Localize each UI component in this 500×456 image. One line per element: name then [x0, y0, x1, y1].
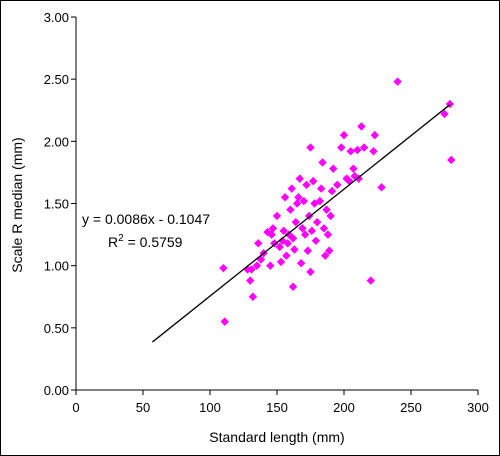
y-tick-label: 0.00 — [44, 383, 69, 398]
y-axis-title: Scale R median (mm) — [9, 137, 25, 272]
data-point — [288, 234, 298, 243]
data-point — [313, 217, 322, 227]
y-tick-label: 2.00 — [44, 134, 69, 149]
data-point — [327, 186, 337, 196]
data-point — [354, 174, 363, 183]
data-point — [308, 176, 318, 186]
data-point — [248, 292, 258, 301]
data-point — [307, 226, 317, 236]
data-point — [326, 211, 335, 221]
data-point — [247, 265, 256, 274]
data-point — [290, 245, 299, 254]
data-point — [346, 147, 355, 156]
y-tick-label: 0.50 — [44, 321, 69, 336]
data-point — [282, 251, 291, 260]
data-point — [393, 77, 402, 86]
data-point — [370, 130, 380, 140]
data-point — [266, 261, 275, 270]
data-point — [333, 180, 342, 190]
x-tick-label: 150 — [266, 400, 288, 415]
data-point — [291, 217, 300, 227]
data-point — [306, 143, 315, 152]
data-point — [366, 276, 375, 285]
data-point — [299, 196, 308, 206]
data-point — [318, 158, 327, 167]
data-point — [315, 196, 325, 206]
x-axis-ticks: 0 50 100 150 200 250 300 — [72, 390, 489, 415]
data-point — [246, 276, 255, 285]
y-tick-label: 1.50 — [44, 197, 69, 212]
data-point — [322, 205, 331, 214]
trendline-equation: y = 0.0086x - 0.1047 — [82, 211, 210, 227]
r-squared-superscript: 2 — [118, 233, 124, 244]
data-point — [357, 122, 366, 131]
data-point — [359, 143, 369, 152]
x-tick-label: 100 — [199, 400, 221, 415]
data-point — [342, 174, 351, 183]
y-axis-ticks: 0.00 0.50 1.00 1.50 2.00 2.50 3.00 — [44, 10, 76, 398]
data-point — [317, 184, 326, 193]
data-point — [353, 145, 362, 155]
y-tick-label: 1.00 — [44, 259, 69, 274]
x-tick-label: 50 — [136, 400, 150, 415]
data-point — [220, 317, 229, 326]
data-point — [310, 199, 319, 208]
data-point — [295, 174, 304, 183]
x-axis-title: Standard length (mm) — [209, 429, 344, 445]
r-squared-label: R2 = 0.5759 — [108, 233, 183, 250]
data-point — [252, 261, 262, 270]
data-point — [447, 155, 456, 165]
r-squared-value: = 0.5759 — [124, 234, 183, 250]
data-points — [219, 77, 456, 326]
r-squared-prefix: R — [108, 234, 118, 250]
data-point — [268, 224, 278, 233]
data-point — [339, 130, 349, 140]
data-point — [306, 267, 315, 277]
y-tick-label: 2.50 — [44, 72, 69, 87]
data-point — [288, 282, 298, 292]
data-point — [337, 143, 346, 152]
data-point — [287, 184, 296, 193]
data-point — [267, 230, 276, 239]
data-point — [280, 193, 290, 202]
data-point — [276, 257, 286, 267]
data-point — [302, 180, 311, 190]
data-point — [292, 199, 302, 208]
data-point — [283, 239, 292, 248]
x-tick-label: 0 — [72, 400, 79, 415]
x-tick-label: 200 — [333, 400, 355, 415]
data-point — [311, 236, 321, 245]
data-point — [350, 171, 359, 181]
data-point — [296, 258, 306, 268]
data-point — [254, 239, 263, 248]
data-point — [323, 230, 333, 239]
data-point — [279, 226, 288, 236]
axes — [75, 17, 478, 391]
y-tick-label: 3.00 — [44, 10, 69, 25]
data-point — [286, 205, 295, 214]
trendline — [151, 104, 451, 343]
data-point — [369, 147, 378, 156]
data-point — [303, 246, 313, 255]
data-point — [294, 193, 303, 202]
x-tick-label: 250 — [400, 400, 422, 415]
data-point — [270, 239, 279, 248]
data-point — [300, 230, 310, 239]
data-point — [325, 246, 334, 255]
data-point — [329, 164, 338, 173]
data-point — [440, 109, 449, 119]
data-point — [272, 211, 282, 221]
data-point — [298, 224, 307, 233]
data-point — [275, 242, 284, 252]
data-point — [321, 251, 330, 260]
data-point — [219, 263, 228, 273]
data-point — [377, 183, 386, 192]
data-point — [349, 164, 358, 173]
x-tick-label: 300 — [467, 400, 489, 415]
data-point — [319, 224, 329, 233]
